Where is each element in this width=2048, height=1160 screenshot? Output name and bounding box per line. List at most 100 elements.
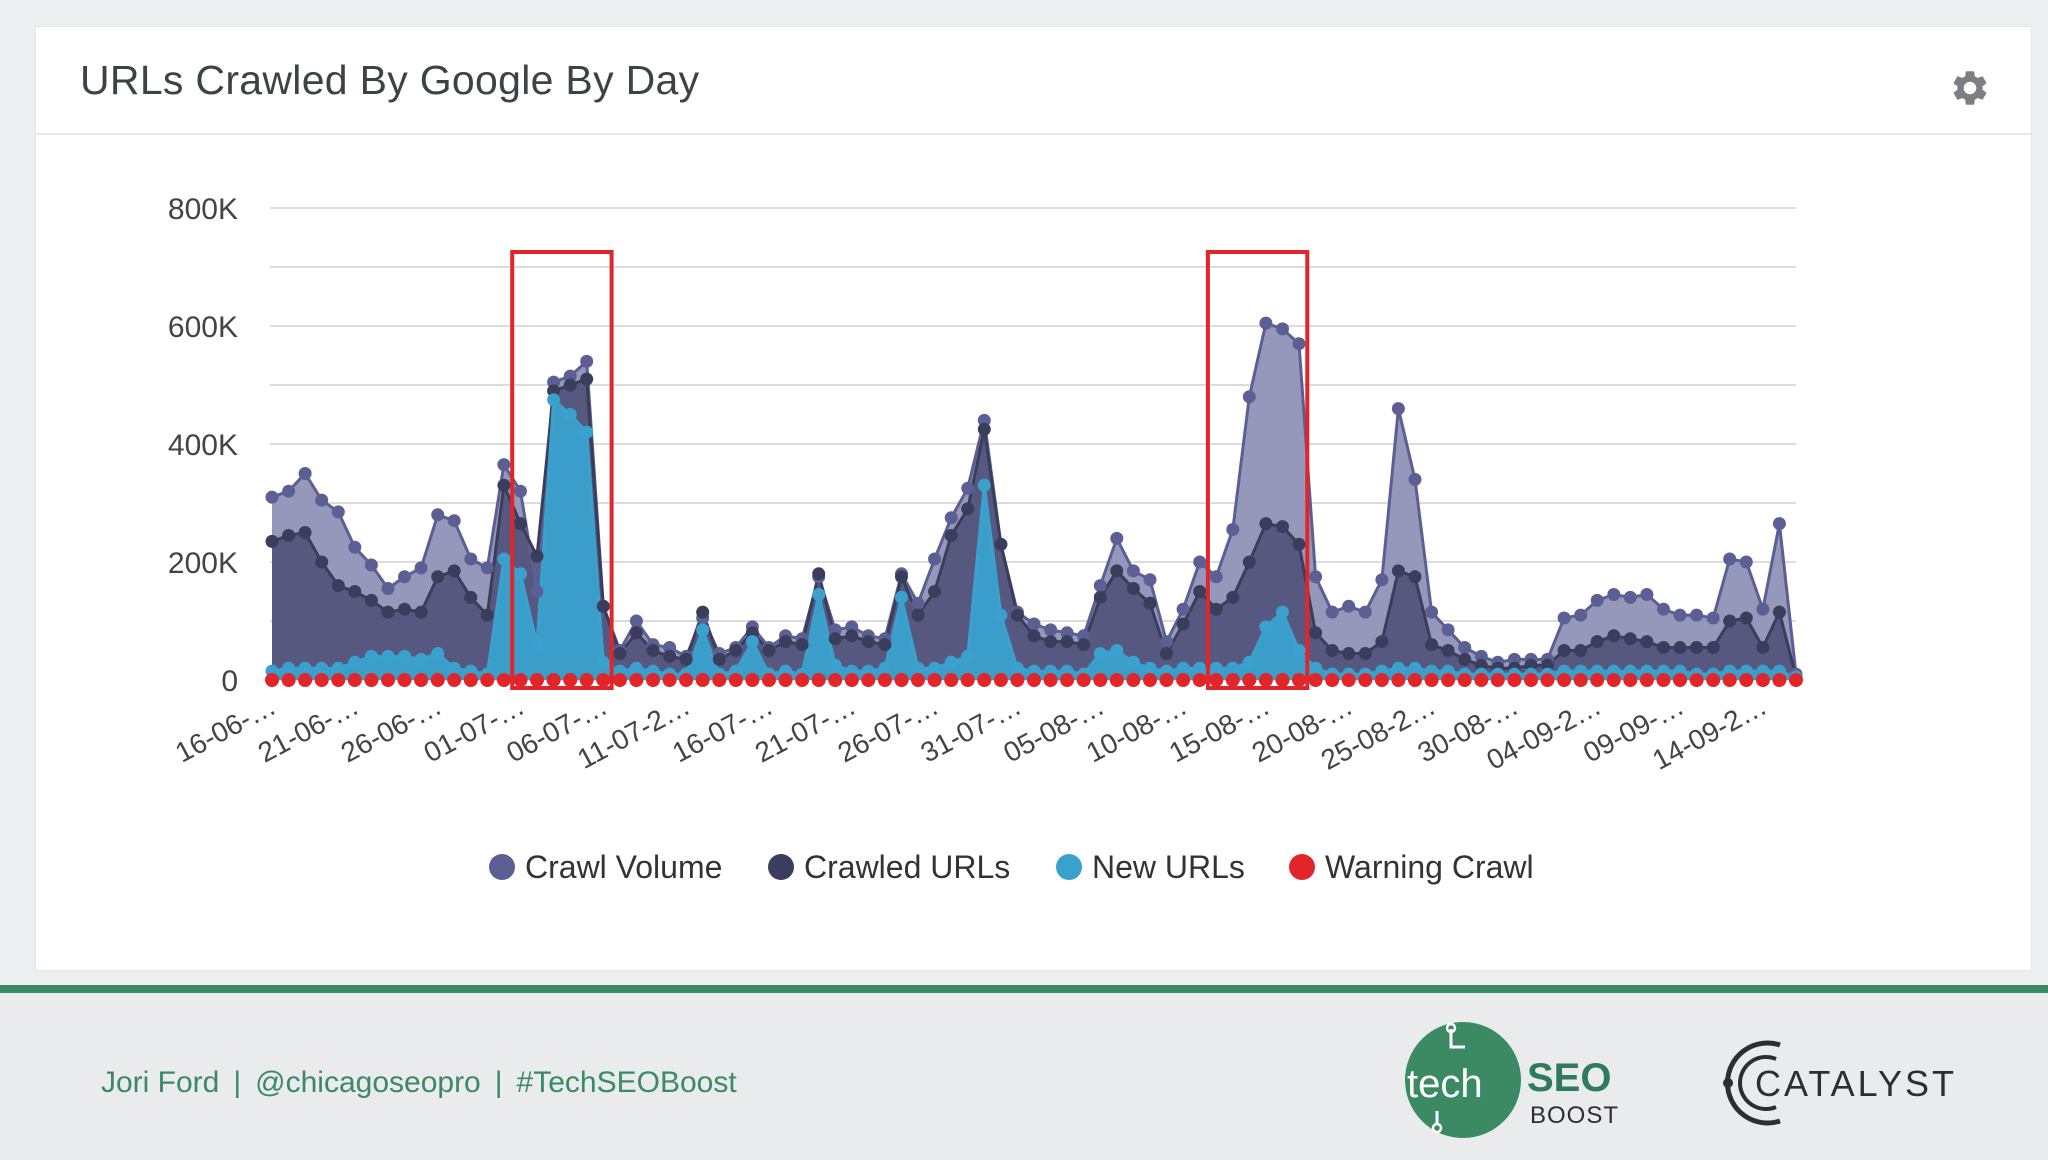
- data-point[interactable]: [1027, 673, 1041, 687]
- data-point[interactable]: [1739, 555, 1753, 569]
- data-point[interactable]: [1292, 537, 1306, 551]
- data-point[interactable]: [348, 655, 362, 669]
- data-point[interactable]: [497, 478, 511, 492]
- data-point[interactable]: [745, 635, 759, 649]
- data-point[interactable]: [447, 564, 461, 578]
- data-point[interactable]: [348, 585, 362, 598]
- data-point[interactable]: [663, 641, 677, 654]
- data-point[interactable]: [447, 514, 461, 528]
- data-point[interactable]: [1391, 673, 1406, 687]
- data-point[interactable]: [961, 502, 975, 516]
- data-point[interactable]: [1457, 673, 1472, 687]
- data-point[interactable]: [695, 673, 710, 687]
- data-point[interactable]: [1408, 661, 1422, 675]
- data-point[interactable]: [480, 673, 495, 687]
- data-point[interactable]: [398, 602, 411, 616]
- data-point[interactable]: [1259, 517, 1273, 531]
- data-point[interactable]: [596, 655, 610, 669]
- data-point[interactable]: [580, 372, 594, 386]
- data-point[interactable]: [1276, 605, 1289, 619]
- data-point[interactable]: [596, 673, 611, 687]
- data-point[interactable]: [1126, 655, 1140, 669]
- data-point[interactable]: [1143, 596, 1157, 610]
- data-point[interactable]: [1193, 661, 1207, 675]
- data-point[interactable]: [1607, 629, 1621, 643]
- data-point[interactable]: [1276, 520, 1289, 534]
- data-point[interactable]: [1557, 673, 1572, 687]
- data-point[interactable]: [364, 649, 378, 663]
- data-point[interactable]: [629, 673, 644, 687]
- data-point[interactable]: [944, 511, 958, 525]
- data-point[interactable]: [530, 673, 544, 687]
- data-point[interactable]: [281, 673, 296, 687]
- data-point[interactable]: [431, 570, 445, 584]
- data-point[interactable]: [381, 582, 395, 595]
- data-point[interactable]: [480, 561, 494, 575]
- data-point[interactable]: [1308, 673, 1323, 687]
- data-point[interactable]: [563, 369, 577, 383]
- data-point[interactable]: [1706, 611, 1720, 625]
- data-point[interactable]: [1408, 570, 1422, 584]
- data-point[interactable]: [431, 647, 445, 660]
- data-point[interactable]: [1242, 655, 1256, 669]
- hashtag[interactable]: #TechSEOBoost: [516, 1066, 737, 1099]
- data-point[interactable]: [1325, 644, 1339, 657]
- data-point[interactable]: [1375, 573, 1389, 587]
- data-point[interactable]: [480, 608, 494, 622]
- data-point[interactable]: [745, 673, 760, 687]
- data-point[interactable]: [1242, 555, 1256, 569]
- data-point[interactable]: [1490, 673, 1505, 687]
- data-point[interactable]: [1010, 608, 1024, 622]
- data-point[interactable]: [314, 673, 329, 687]
- data-point[interactable]: [1590, 593, 1604, 607]
- data-point[interactable]: [1027, 629, 1041, 643]
- data-point[interactable]: [1623, 590, 1637, 604]
- data-point[interactable]: [778, 673, 793, 687]
- data-point[interactable]: [977, 673, 992, 687]
- data-point[interactable]: [1309, 661, 1323, 675]
- data-point[interactable]: [1044, 635, 1058, 649]
- data-point[interactable]: [679, 652, 693, 666]
- data-point[interactable]: [662, 673, 677, 687]
- data-point[interactable]: [1160, 647, 1173, 660]
- data-point[interactable]: [596, 599, 610, 613]
- data-point[interactable]: [1309, 626, 1323, 640]
- data-point[interactable]: [514, 517, 527, 531]
- data-point[interactable]: [1640, 635, 1654, 649]
- data-point[interactable]: [414, 561, 428, 575]
- data-point[interactable]: [298, 661, 312, 675]
- data-point[interactable]: [1507, 673, 1522, 687]
- data-point[interactable]: [911, 661, 925, 675]
- data-point[interactable]: [1623, 632, 1637, 646]
- data-point[interactable]: [629, 661, 643, 675]
- data-point[interactable]: [861, 635, 875, 649]
- data-point[interactable]: [1690, 641, 1704, 654]
- data-point[interactable]: [1458, 641, 1472, 654]
- data-point[interactable]: [1093, 673, 1108, 687]
- data-point[interactable]: [629, 626, 643, 640]
- data-point[interactable]: [513, 673, 528, 687]
- data-point[interactable]: [861, 673, 876, 687]
- data-point[interactable]: [993, 673, 1008, 687]
- data-point[interactable]: [895, 570, 908, 584]
- data-point[interactable]: [381, 673, 395, 687]
- data-point[interactable]: [298, 673, 313, 687]
- data-point[interactable]: [1109, 673, 1124, 687]
- data-point[interactable]: [1606, 673, 1621, 687]
- data-point[interactable]: [1574, 608, 1588, 622]
- data-point[interactable]: [364, 558, 378, 572]
- data-point[interactable]: [1425, 605, 1439, 619]
- data-point[interactable]: [1590, 635, 1604, 649]
- data-point[interactable]: [928, 661, 942, 675]
- data-point[interactable]: [347, 673, 362, 687]
- data-point[interactable]: [1657, 602, 1670, 616]
- data-point[interactable]: [911, 608, 925, 622]
- data-point[interactable]: [1474, 649, 1488, 663]
- data-point[interactable]: [1192, 673, 1207, 687]
- data-point[interactable]: [828, 632, 842, 646]
- data-point[interactable]: [1557, 644, 1571, 657]
- data-point[interactable]: [1176, 661, 1190, 675]
- data-point[interactable]: [712, 673, 727, 687]
- data-point[interactable]: [1706, 641, 1720, 654]
- data-point[interactable]: [729, 644, 743, 657]
